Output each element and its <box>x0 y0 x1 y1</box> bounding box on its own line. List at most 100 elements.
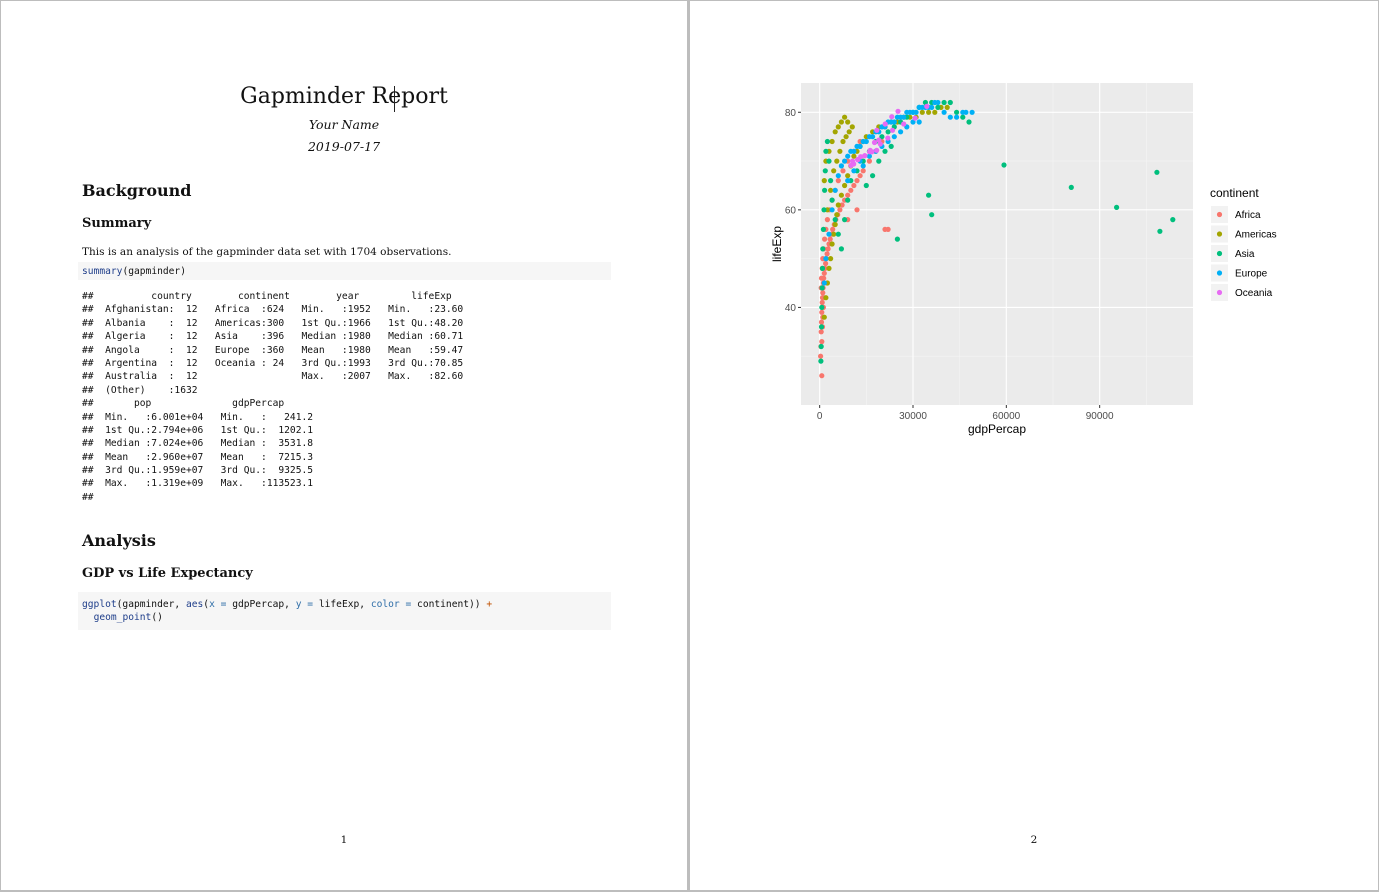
data-point <box>839 202 845 208</box>
data-point <box>842 114 848 120</box>
data-point <box>838 119 844 125</box>
data-point <box>901 121 907 127</box>
data-point <box>866 158 872 164</box>
document-page-1: Gapminder Report Your Name 2019-07-17 Ba… <box>1 1 687 890</box>
data-point <box>818 343 824 350</box>
data-point <box>824 217 830 223</box>
data-point <box>894 236 900 242</box>
data-point <box>969 109 975 115</box>
data-point <box>829 207 835 213</box>
code-text: continent)) <box>417 599 487 610</box>
data-point <box>889 127 896 133</box>
data-point <box>835 231 841 237</box>
code-argument: color = <box>370 599 418 610</box>
data-point <box>849 158 856 164</box>
data-point <box>863 182 869 189</box>
data-point <box>926 192 932 198</box>
code-function: aes <box>185 599 204 610</box>
data-point <box>954 114 960 120</box>
data-point <box>919 109 925 115</box>
legend-marker <box>1216 250 1223 257</box>
data-point <box>960 114 966 120</box>
data-point <box>924 103 930 109</box>
data-point <box>840 138 846 145</box>
data-point <box>819 285 825 291</box>
data-point <box>823 148 829 154</box>
y-tick-label: 80 <box>785 108 797 119</box>
data-point <box>860 168 866 174</box>
data-point <box>825 246 831 252</box>
scatter-chart: 0 30000 60000 90000 40 60 80 gdpPercap lifeExp co… <box>770 83 1277 436</box>
legend-label: Europe <box>1235 269 1268 280</box>
data-point <box>819 339 825 345</box>
data-point <box>935 104 941 110</box>
data-point <box>826 265 832 271</box>
data-point <box>954 109 960 115</box>
data-point <box>870 134 876 140</box>
data-point <box>901 114 907 120</box>
page-number: 1 <box>340 834 348 846</box>
data-point <box>819 309 825 315</box>
output-line: ## country continent year lifeExp <box>82 291 452 302</box>
data-point <box>828 187 834 193</box>
data-point <box>837 207 843 213</box>
data-point <box>1114 204 1120 210</box>
data-point <box>851 168 857 174</box>
data-point <box>840 168 846 174</box>
subsection-heading-summary: Summary <box>82 216 152 231</box>
data-point <box>922 99 928 106</box>
y-tick-label: 60 <box>785 205 797 216</box>
data-point <box>882 121 888 127</box>
data-point <box>835 178 841 184</box>
data-point <box>1170 217 1176 223</box>
x-tick-label: 60000 <box>992 411 1020 422</box>
data-point <box>854 178 860 184</box>
data-point <box>885 129 891 135</box>
data-point <box>845 178 851 184</box>
code-function: geom_point <box>93 612 152 623</box>
data-point <box>842 182 848 189</box>
output-line: ## Max. :1.319e+09 Max. :113523.1 <box>82 478 314 490</box>
data-point <box>944 104 950 110</box>
data-point <box>851 182 857 189</box>
code-text: (gapminder) <box>122 266 186 277</box>
data-point <box>835 124 841 130</box>
data-point <box>819 299 825 306</box>
data-point <box>821 207 827 213</box>
data-point <box>876 137 882 143</box>
legend-label: Africa <box>1235 210 1261 221</box>
x-tick-label: 30000 <box>899 411 927 422</box>
code-argument: x = <box>209 599 233 610</box>
data-point <box>860 163 866 169</box>
data-point <box>879 134 885 140</box>
output-line: ## Argentina : 12 Oceania : 24 3rd Qu.:1… <box>82 357 464 369</box>
legend-label: Americas <box>1235 230 1277 241</box>
data-point <box>838 246 844 252</box>
data-point <box>838 192 844 198</box>
data-point <box>834 212 840 218</box>
data-point <box>891 134 897 140</box>
data-point <box>820 290 826 296</box>
data-point <box>838 163 844 169</box>
data-point <box>1157 228 1163 234</box>
data-point <box>966 119 972 125</box>
data-point <box>845 192 851 198</box>
legend-marker <box>1216 289 1223 296</box>
data-point <box>935 99 941 106</box>
data-point <box>822 236 828 242</box>
data-point <box>830 226 836 232</box>
output-line: ## pop gdpPercap <box>82 398 285 410</box>
legend-label: Asia <box>1235 249 1255 260</box>
output-line: ## <box>82 491 94 503</box>
data-point <box>832 221 838 228</box>
data-point <box>963 109 969 115</box>
data-point <box>820 226 826 232</box>
data-point <box>824 138 830 145</box>
data-point <box>832 129 838 135</box>
data-point <box>843 134 849 140</box>
data-point <box>831 168 837 174</box>
output-line: ## Afghanistan: 12 Africa :624 Min. :195… <box>82 304 464 316</box>
data-point <box>926 109 932 115</box>
section-heading-analysis: Analysis <box>82 531 156 550</box>
data-point <box>821 178 827 184</box>
